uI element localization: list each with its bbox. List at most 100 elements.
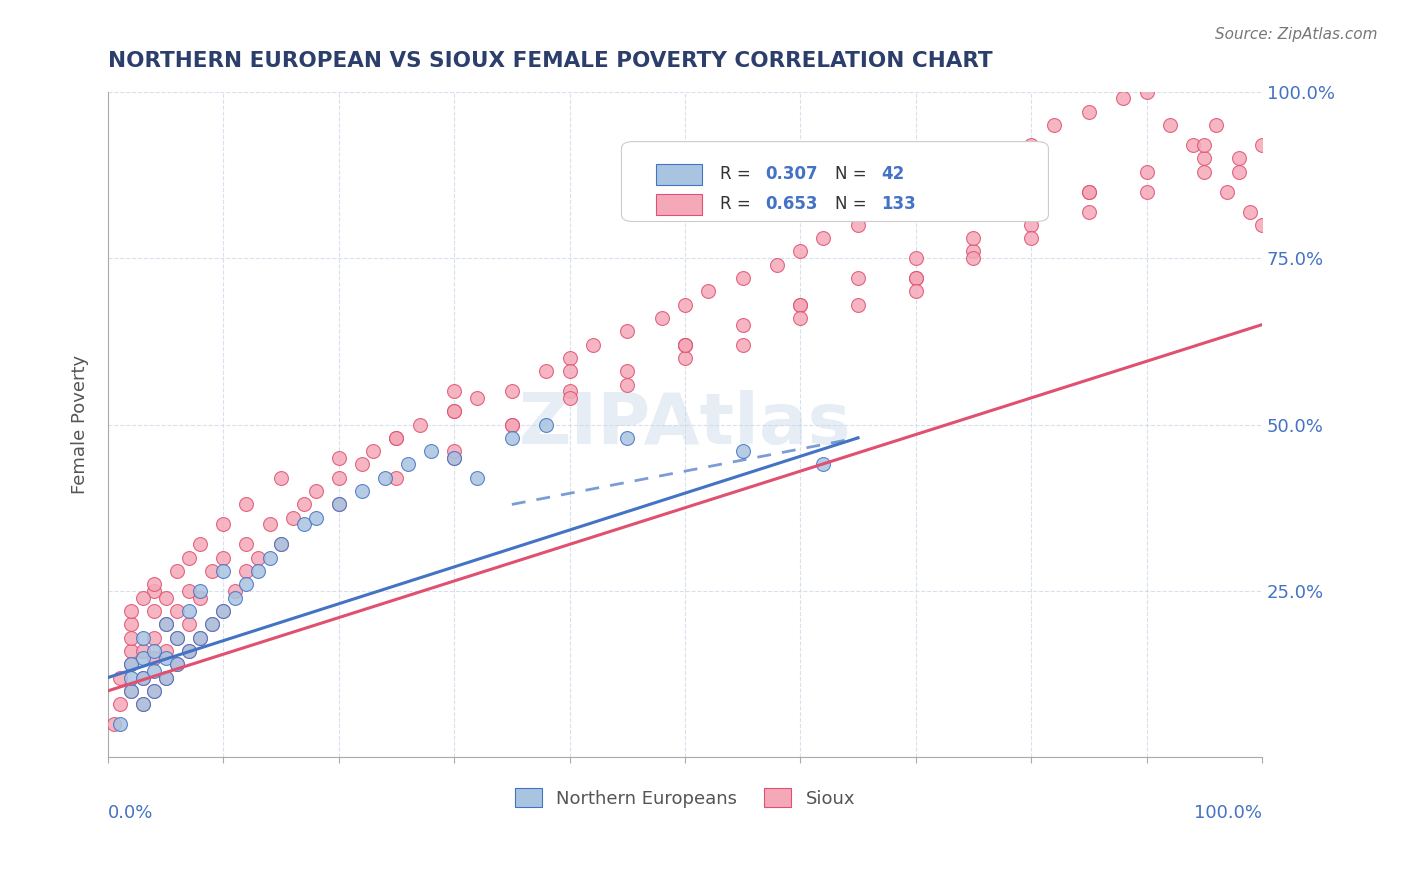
Point <box>1019 231 1042 245</box>
Point <box>1251 218 1274 232</box>
Point <box>582 337 605 351</box>
Point <box>120 683 142 698</box>
Point <box>131 631 153 645</box>
FancyBboxPatch shape <box>657 194 702 215</box>
Point <box>1135 164 1157 178</box>
Point <box>962 251 984 265</box>
Point <box>212 564 235 578</box>
Point <box>143 644 166 658</box>
FancyBboxPatch shape <box>657 163 702 185</box>
Point <box>846 218 869 232</box>
Point <box>558 364 581 378</box>
Point <box>536 417 558 432</box>
Point <box>131 671 153 685</box>
Point <box>131 591 153 605</box>
Point <box>1112 91 1135 105</box>
Point <box>155 671 177 685</box>
Point <box>1135 85 1157 99</box>
Point <box>177 604 200 618</box>
Point <box>420 444 443 458</box>
Point <box>396 458 419 472</box>
Point <box>292 517 315 532</box>
Point <box>166 564 188 578</box>
Point <box>558 351 581 365</box>
Point <box>1192 151 1215 165</box>
Point <box>131 644 153 658</box>
Point <box>616 364 638 378</box>
Point <box>177 644 200 658</box>
Point <box>143 584 166 599</box>
Point <box>1227 164 1250 178</box>
Point <box>1216 185 1239 199</box>
Point <box>212 604 235 618</box>
Point <box>177 617 200 632</box>
Point <box>143 631 166 645</box>
Point <box>501 384 523 399</box>
Point <box>143 604 166 618</box>
Point <box>882 204 904 219</box>
Text: N =: N = <box>835 194 872 212</box>
Point <box>443 404 465 418</box>
Point <box>246 550 269 565</box>
Point <box>731 271 754 285</box>
Point <box>155 671 177 685</box>
Point <box>731 318 754 332</box>
Point <box>120 683 142 698</box>
Text: Source: ZipAtlas.com: Source: ZipAtlas.com <box>1215 27 1378 42</box>
Point <box>120 631 142 645</box>
Point <box>651 311 673 326</box>
Point <box>385 471 408 485</box>
Point <box>1077 185 1099 199</box>
Point <box>904 271 927 285</box>
Text: ZIPAtlas: ZIPAtlas <box>519 390 851 459</box>
Point <box>904 251 927 265</box>
Text: 133: 133 <box>882 194 915 212</box>
Point <box>1251 137 1274 152</box>
Point <box>766 258 789 272</box>
Point <box>155 650 177 665</box>
Y-axis label: Female Poverty: Female Poverty <box>72 355 89 494</box>
Point <box>616 377 638 392</box>
Point <box>904 271 927 285</box>
Point <box>120 657 142 672</box>
Point <box>962 164 984 178</box>
Point <box>673 298 696 312</box>
Point <box>177 644 200 658</box>
Point <box>501 417 523 432</box>
Point <box>1227 151 1250 165</box>
Point <box>536 364 558 378</box>
Point <box>616 431 638 445</box>
Point <box>108 697 131 711</box>
Point <box>270 471 292 485</box>
Point <box>103 717 125 731</box>
Point <box>1043 118 1066 132</box>
Point <box>558 391 581 405</box>
Point <box>962 231 984 245</box>
Point <box>616 324 638 338</box>
Point <box>270 537 292 551</box>
FancyBboxPatch shape <box>621 142 1049 221</box>
Point <box>305 484 328 499</box>
Point <box>246 564 269 578</box>
Point <box>235 537 257 551</box>
Text: N =: N = <box>835 164 872 183</box>
Point <box>201 617 224 632</box>
Point <box>813 231 835 245</box>
Point <box>270 537 292 551</box>
Point <box>789 298 811 312</box>
Point <box>305 510 328 524</box>
Point <box>166 631 188 645</box>
Point <box>120 604 142 618</box>
Point <box>789 298 811 312</box>
Point <box>235 564 257 578</box>
Point <box>177 550 200 565</box>
Text: NORTHERN EUROPEAN VS SIOUX FEMALE POVERTY CORRELATION CHART: NORTHERN EUROPEAN VS SIOUX FEMALE POVERT… <box>108 51 993 70</box>
Point <box>120 671 142 685</box>
Point <box>120 617 142 632</box>
Point <box>697 285 720 299</box>
Point <box>1019 204 1042 219</box>
Point <box>328 498 350 512</box>
Text: 0.0%: 0.0% <box>108 804 153 822</box>
Point <box>108 671 131 685</box>
Point <box>328 498 350 512</box>
